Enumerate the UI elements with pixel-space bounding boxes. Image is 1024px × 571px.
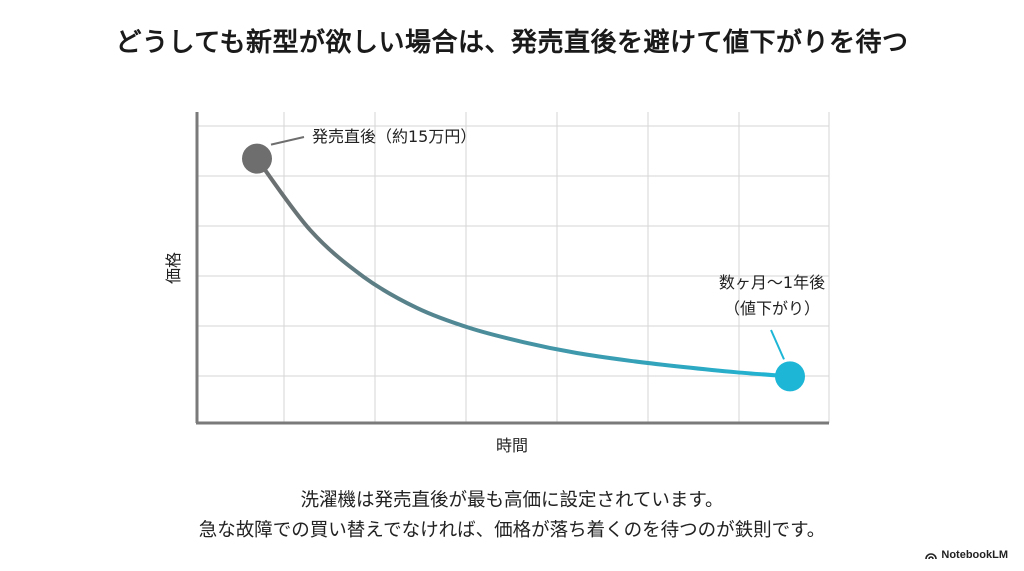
end-leader-line	[770, 329, 785, 360]
start-leader-line	[270, 136, 305, 146]
start-annotation: 発売直後（約15万円）	[312, 127, 476, 146]
price-chart: 発売直後（約15万円） 数ヶ月〜1年後 （値下がり） 価格 時間	[164, 112, 830, 455]
y-axis-label: 価格	[164, 252, 183, 284]
caption-line-2: 急な故障での買い替えでなければ、価格が落ち着くのを待つのが鉄則です。	[198, 520, 826, 541]
end-annotation-line1: 数ヶ月〜1年後	[719, 273, 825, 292]
slide-title: どうしても新型が欲しい場合は、発売直後を避けて値下がりを待つ	[115, 28, 909, 58]
brand-badge: NotebookLM	[925, 549, 1008, 561]
price-curve	[255, 156, 792, 379]
notebooklm-logo-icon	[925, 553, 938, 560]
end-annotation-line2: （値下がり）	[724, 299, 820, 318]
x-axis-label: 時間	[496, 436, 528, 455]
start-point	[242, 143, 272, 174]
caption-line-1: 洗濯機は発売直後が最も高価に設定されています。	[300, 490, 724, 511]
chart-grid	[197, 112, 830, 423]
end-point	[775, 361, 805, 392]
brand-name: NotebookLM	[941, 549, 1008, 561]
